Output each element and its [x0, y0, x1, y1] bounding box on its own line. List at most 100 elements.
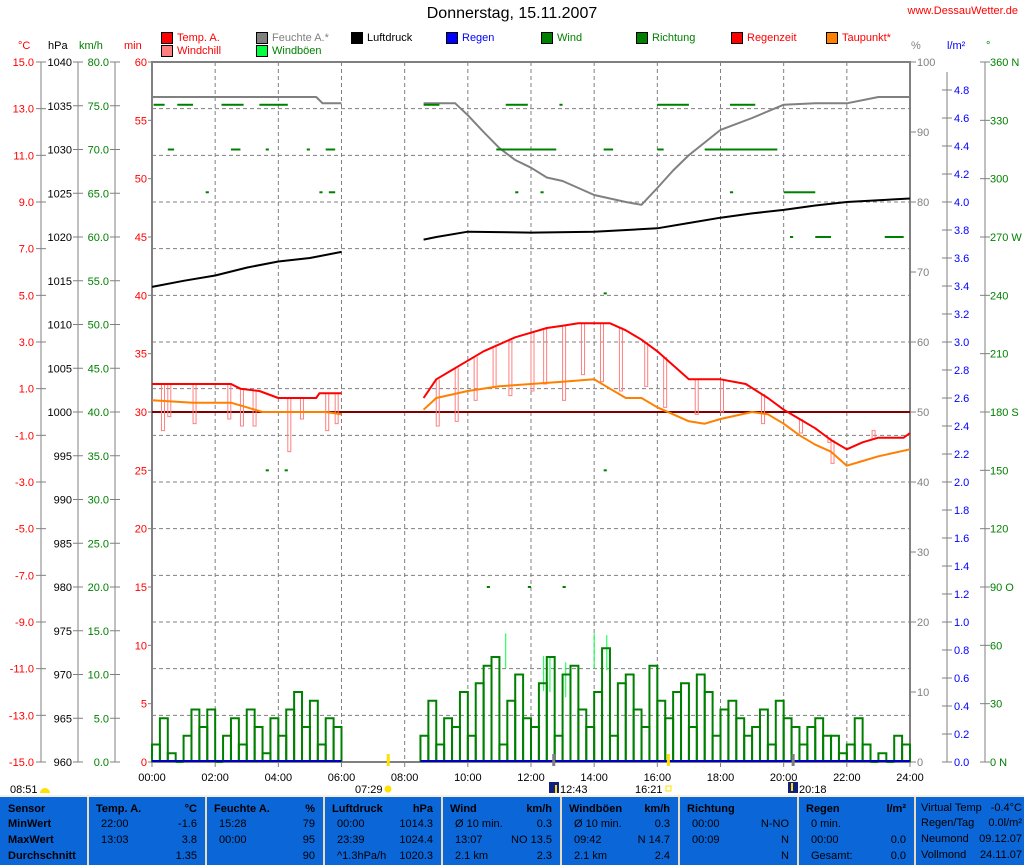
legend-swatch	[256, 45, 268, 57]
wind-bar	[601, 647, 611, 762]
hpa-tick-label: 1010	[48, 320, 72, 332]
site-url[interactable]: www.DessauWetter.de	[907, 5, 1018, 17]
celsius-tick-label: 7.0	[19, 244, 34, 256]
celsius-tick-label: 3.0	[19, 337, 34, 349]
windchill-spike	[160, 384, 165, 432]
stats-column: Luftdruck hPa 00:00 1014.3 23:39 1024.4 ^1.3hP…	[323, 797, 441, 865]
legend-swatch	[731, 32, 743, 44]
percent-tick-label: 70	[917, 267, 929, 279]
kmh-tick-label: 55.0	[88, 276, 109, 288]
rain-tick-label: 3.6	[954, 253, 969, 265]
cell-time: 0 min.	[811, 818, 841, 830]
wind-bar	[151, 743, 161, 762]
windchill-spike	[239, 388, 244, 427]
cell-value: 2.3	[536, 850, 552, 862]
hpa-tick-label: 1030	[48, 145, 72, 157]
column-unit: l/m²	[886, 803, 906, 815]
cell-time: 00:00	[337, 818, 365, 830]
cell-time: Ø 10 min.	[455, 818, 503, 830]
daylength-label: 08:51	[10, 784, 38, 795]
wind-bar	[822, 734, 833, 762]
wind-bar	[648, 664, 659, 762]
row-label: MinWert	[8, 818, 52, 830]
kmh-tick-label: 25.0	[88, 538, 109, 550]
humidity-line	[423, 96, 910, 206]
extra-label: Regen/Tag	[921, 817, 975, 829]
kmh-axis-unit: km/h	[79, 40, 103, 52]
cell-value: 0.3	[536, 818, 552, 830]
wind-bar	[285, 708, 296, 762]
cell-value: N	[781, 850, 789, 862]
wind-bar	[222, 734, 232, 762]
celsius-tick-label: -1.0	[15, 430, 34, 442]
column-header: Windböen	[569, 803, 623, 815]
wind-bar	[640, 726, 651, 762]
direction-axis-unit: °	[986, 40, 991, 52]
hpa-tick-label: 965	[54, 713, 72, 725]
direction-tick-label: 120	[990, 524, 1008, 536]
min-tick-label: 25	[135, 465, 147, 477]
wind-bar	[474, 682, 485, 762]
hpa-tick-label: 990	[54, 495, 72, 507]
wind-bar	[743, 734, 754, 762]
direction-mark	[205, 191, 209, 194]
wind-bar	[577, 708, 588, 762]
column-header: Regen	[806, 803, 840, 815]
min-tick-label: 15	[135, 582, 147, 594]
time-tick-label: 10:00	[454, 772, 482, 784]
kmh-tick-label: 0.0	[94, 757, 109, 769]
direction-mark	[704, 148, 778, 151]
min-tick-label: 35	[135, 349, 147, 361]
stats-column: Temp. A. °C 22:00 -1.6 13:03 3.8 1.35	[87, 797, 205, 865]
kmh-tick-label: 65.0	[88, 188, 109, 200]
legend-label: Temp. A.	[177, 32, 220, 44]
wind-bar	[166, 752, 177, 762]
kmh-tick-label: 40.0	[88, 407, 109, 419]
wind-bar	[324, 717, 335, 762]
celsius-tick-label: 13.0	[13, 104, 34, 116]
cell-time: 13:03	[101, 834, 129, 846]
direction-mark	[177, 103, 194, 106]
pressure-line	[423, 197, 911, 241]
dewpoint-line	[422, 378, 911, 467]
percent-tick-label: 10	[917, 687, 929, 699]
percent-tick-label: 0	[917, 757, 923, 769]
cell-value: 0.0	[890, 850, 906, 862]
direction-tick-label: 240	[990, 290, 1008, 302]
time-tick-label: 24:00	[896, 772, 924, 784]
stats-column: Richtung 00:00 N-NO 00:09 N N	[678, 797, 797, 865]
windchill-spike	[287, 398, 292, 453]
cell-value: 90	[302, 850, 315, 862]
wind-bar	[616, 682, 627, 762]
windchill-spike	[543, 328, 548, 385]
wind-bar	[158, 717, 169, 762]
sunset-icon	[665, 785, 672, 792]
cell-value: 79	[302, 818, 315, 830]
wind-bar	[316, 743, 327, 762]
legend-item: Taupunkt*	[826, 32, 891, 44]
rain-tick-label: 1.4	[954, 561, 969, 573]
celsius-tick-label: 5.0	[19, 290, 34, 302]
rain-tick-label: 2.4	[954, 421, 969, 433]
rain-tick-label: 4.6	[954, 113, 969, 125]
time-tick-label: 12:00	[517, 772, 545, 784]
cell-time: 22:00	[101, 818, 129, 830]
hpa-tick-label: 1040	[48, 57, 72, 69]
temperature-line	[152, 383, 342, 399]
direction-mark	[540, 191, 544, 194]
rain-tick-label: 2.6	[954, 393, 969, 405]
windchill-spike	[720, 379, 724, 413]
min-tick-label: 60	[135, 57, 147, 69]
min-tick-label: 30	[135, 407, 147, 419]
wind-bar	[490, 656, 501, 762]
windchill-spike	[192, 384, 197, 425]
stats-column: Regen l/m² 0 min. 00:00 0.0 Gesamt: 0.0	[797, 797, 914, 865]
direction-mark	[603, 469, 607, 472]
wind-bar	[245, 708, 256, 762]
wind-bar	[182, 734, 193, 762]
time-tick-label: 06:00	[328, 772, 356, 784]
cell-value: 2.4	[654, 850, 670, 862]
direction-mark	[884, 236, 904, 238]
wind-bar	[419, 734, 430, 762]
windchill-spike	[618, 327, 623, 392]
